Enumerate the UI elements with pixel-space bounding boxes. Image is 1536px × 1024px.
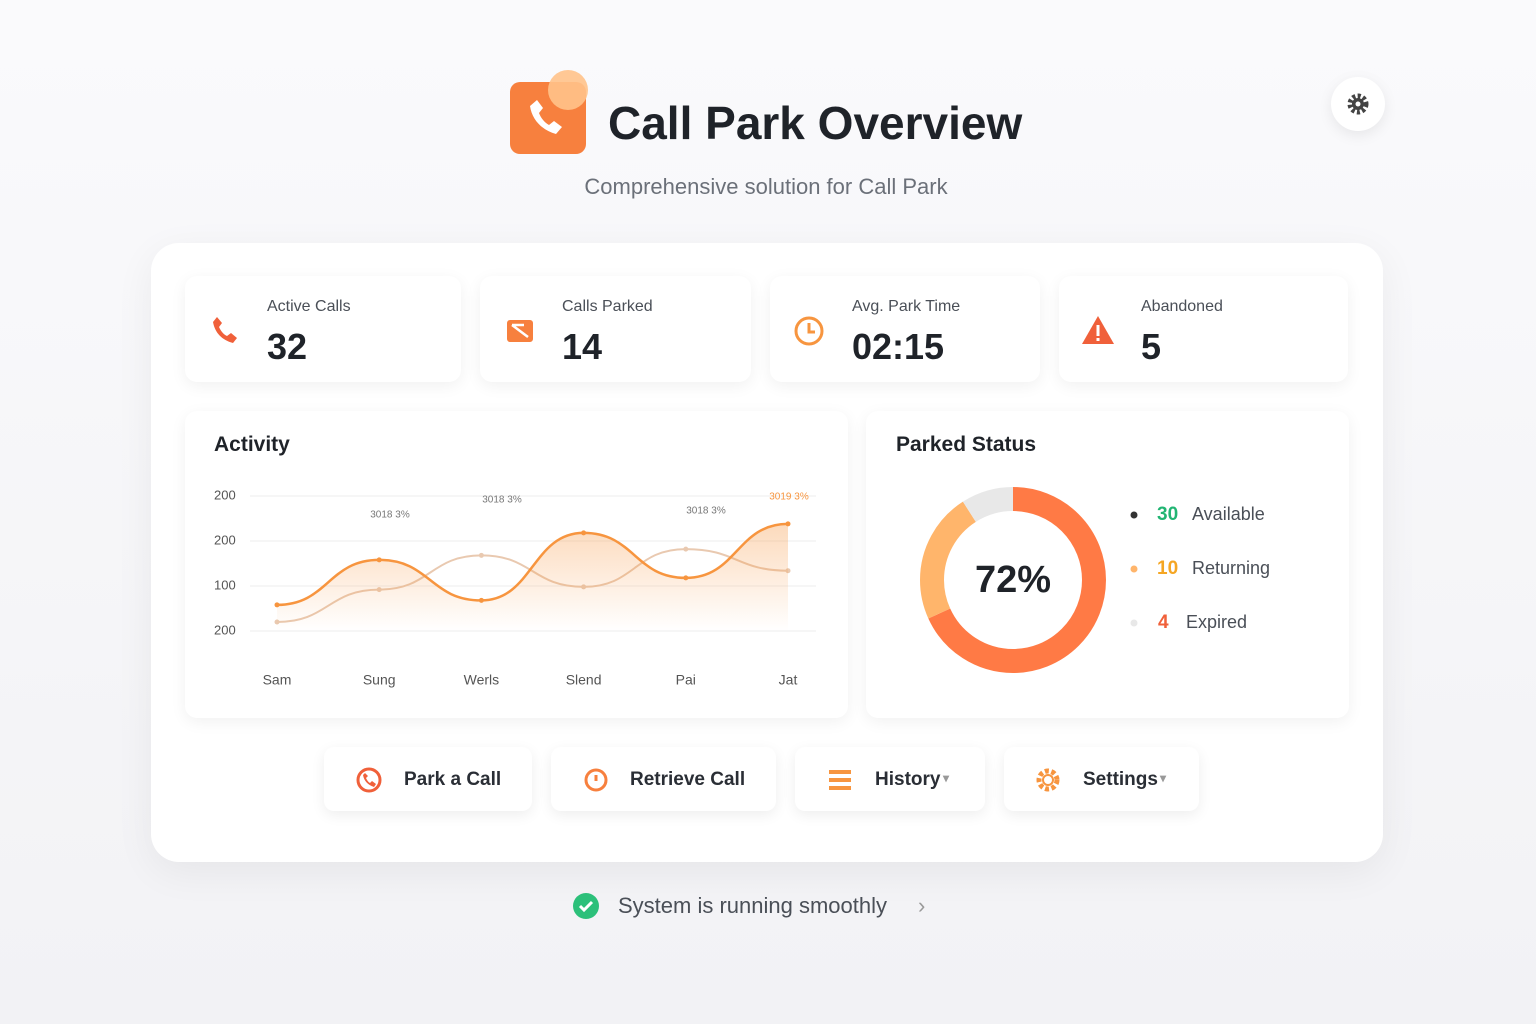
status-text: System is running smoothly: [618, 893, 887, 918]
stat-value: 5: [1141, 326, 1162, 367]
chart-title: Parked Status: [896, 433, 1037, 456]
status-icon: [573, 893, 599, 919]
title: Call Park Overview: [608, 97, 1023, 149]
stat-value: 14: [562, 326, 603, 367]
logo: [510, 70, 588, 154]
action-button[interactable]: Retrieve Call: [551, 747, 776, 811]
stat-card: Avg. Park Time 02:15: [770, 276, 1040, 382]
activity-card: Activity: [185, 411, 848, 718]
stat-value: 32: [267, 326, 308, 367]
dropdown-caret: ▾: [1160, 771, 1167, 785]
action-button[interactable]: Park a Call: [324, 747, 532, 811]
stat-card: Abandoned 5: [1059, 276, 1348, 382]
button-label: Settings: [1083, 769, 1158, 790]
stat-label: Calls Parked: [562, 298, 653, 315]
stat-card: Active Calls 32: [185, 276, 461, 382]
settings-gear[interactable]: [1331, 77, 1385, 131]
stat-label: Abandoned: [1141, 298, 1223, 315]
subtitle: Comprehensive solution for Call Park: [584, 174, 948, 199]
button-label: Park a Call: [404, 769, 502, 790]
action-button[interactable]: History ▾: [795, 747, 985, 811]
stat-label: Active Calls: [267, 298, 351, 315]
status-chevron[interactable]: ›: [918, 893, 926, 918]
status-card: Parked Status: [866, 411, 1349, 718]
stat-card: Calls Parked 14: [480, 276, 751, 382]
chart-title: Activity: [214, 433, 290, 456]
action-button[interactable]: Settings ▾: [1004, 747, 1199, 811]
dropdown-caret: ▾: [943, 771, 950, 785]
button-label: History: [875, 769, 941, 790]
stat-label: Avg. Park Time: [852, 298, 961, 315]
button-label: Retrieve Call: [630, 769, 746, 790]
stat-value: 02:15: [852, 326, 945, 367]
